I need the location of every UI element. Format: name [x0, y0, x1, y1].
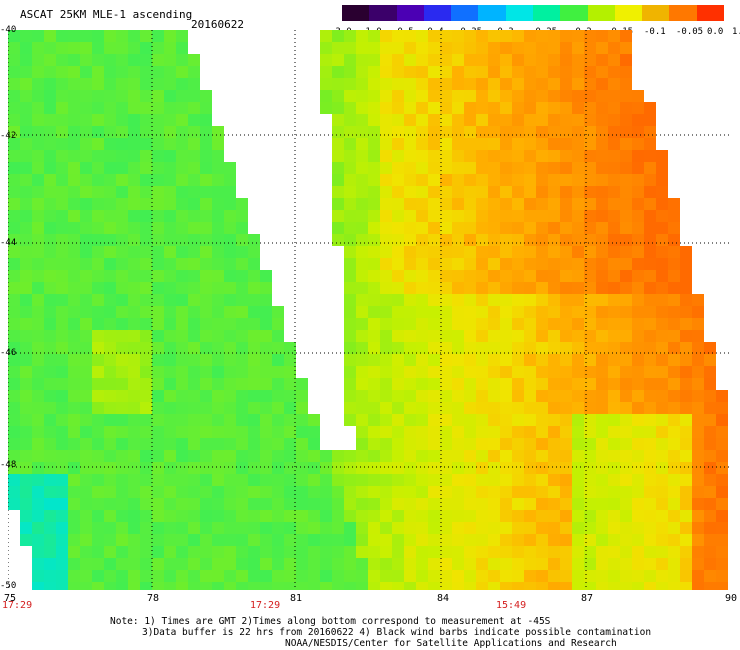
colorbar-segment — [696, 5, 724, 21]
colorbar-tick-label: 1.0 — [732, 27, 740, 37]
map-title: ASCAT 25KM MLE-1 ascending — [20, 8, 193, 21]
colorbar-segment — [560, 5, 588, 21]
colorbar-segment — [642, 5, 670, 21]
lon-label-87: 87 — [581, 593, 594, 604]
colorbar — [342, 5, 724, 21]
mle-field-map — [8, 30, 729, 590]
colorbar-segment — [587, 5, 615, 21]
lat-label-44: -44 — [0, 238, 17, 248]
colorbar-segment — [669, 5, 697, 21]
time-label-2: 17:29 — [250, 600, 281, 611]
lat-label-48: -48 — [0, 460, 17, 470]
colorbar-segment — [342, 5, 370, 21]
time-label-3: 15:49 — [496, 600, 527, 611]
colorbar-segment — [532, 5, 561, 21]
lon-label-78: 78 — [147, 593, 160, 604]
map-plot-area — [8, 30, 729, 590]
lon-label-90: 90 — [725, 593, 738, 604]
data-swath — [8, 30, 728, 590]
colorbar-segment — [423, 5, 452, 21]
lon-label-81: 81 — [290, 593, 303, 604]
note-line-1: Note: 1) Times are GMT 2)Times along bot… — [110, 616, 551, 627]
colorbar-segment — [396, 5, 424, 21]
lat-label-50: -50 — [0, 581, 17, 591]
time-label-1: 17:29 — [2, 600, 33, 611]
map-date: 20160622 — [191, 18, 244, 31]
colorbar-segment — [451, 5, 479, 21]
footnote-block: Note: 1) Times are GMT 2)Times along bot… — [110, 616, 651, 649]
colorbar-segment — [614, 5, 643, 21]
colorbar-tick-label: -0.1 — [644, 27, 666, 37]
note-line-3: NOAA/NESDIS/Center for Satellite Applica… — [285, 638, 617, 649]
colorbar-tick-label: -0.05 — [676, 27, 704, 37]
lat-label-40: -40 — [0, 25, 17, 35]
colorbar-segment — [478, 5, 506, 21]
lat-label-46: -46 — [0, 348, 17, 358]
colorbar-segment — [505, 5, 533, 21]
lat-label-42: -42 — [0, 131, 17, 141]
note-line-2: 3)Data buffer is 22 hrs from 20160622 4)… — [142, 627, 652, 638]
lon-label-84: 84 — [437, 593, 450, 604]
colorbar-segment — [369, 5, 397, 21]
lon-label-75: 75 — [4, 593, 17, 604]
graticule — [8, 30, 729, 590]
colorbar-tick-label: 0.0 — [707, 27, 724, 37]
